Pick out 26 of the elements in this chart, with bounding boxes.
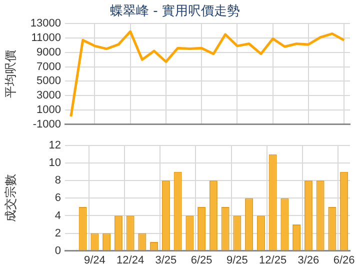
y-tick-label: 0 bbox=[54, 244, 61, 257]
y-tick-label: 2 bbox=[54, 227, 61, 240]
chart-title: 蝶翠峰 - 實用呎價走勢 bbox=[110, 4, 240, 20]
x-tick-label: 12/24 bbox=[116, 254, 144, 266]
y-tick-label: 13000 bbox=[30, 18, 61, 30]
y-axis-title: 平均呎價 bbox=[4, 50, 18, 98]
x-tick-label: 9/24 bbox=[84, 254, 106, 266]
x-tick-label: 9/25 bbox=[226, 254, 248, 266]
y-tick-label: 6 bbox=[54, 192, 61, 204]
x-tick-label: 3/25 bbox=[155, 254, 177, 266]
y-tick-label: 1000 bbox=[36, 104, 61, 116]
x-tick-label: 12/25 bbox=[259, 254, 287, 266]
y-tick-label: -1000 bbox=[32, 118, 61, 130]
y-tick-label: 10 bbox=[48, 157, 61, 170]
y-tick-label: 7000 bbox=[36, 60, 61, 73]
x-tick-label: 3/26 bbox=[298, 254, 320, 266]
y-tick-label: 3000 bbox=[36, 90, 61, 102]
y-tick-label: 9000 bbox=[36, 46, 61, 58]
y-axis-title: 成交宗數 bbox=[4, 174, 18, 222]
y-tick-label: 8 bbox=[54, 174, 61, 187]
x-tick-label: 6/26 bbox=[333, 254, 355, 266]
y-tick-label: 11000 bbox=[31, 32, 61, 44]
y-tick-label: 12 bbox=[48, 140, 61, 152]
y-tick-label: 4 bbox=[54, 210, 61, 222]
y-tick-label: 5000 bbox=[36, 75, 61, 88]
x-tick-label: 6/25 bbox=[190, 254, 212, 266]
